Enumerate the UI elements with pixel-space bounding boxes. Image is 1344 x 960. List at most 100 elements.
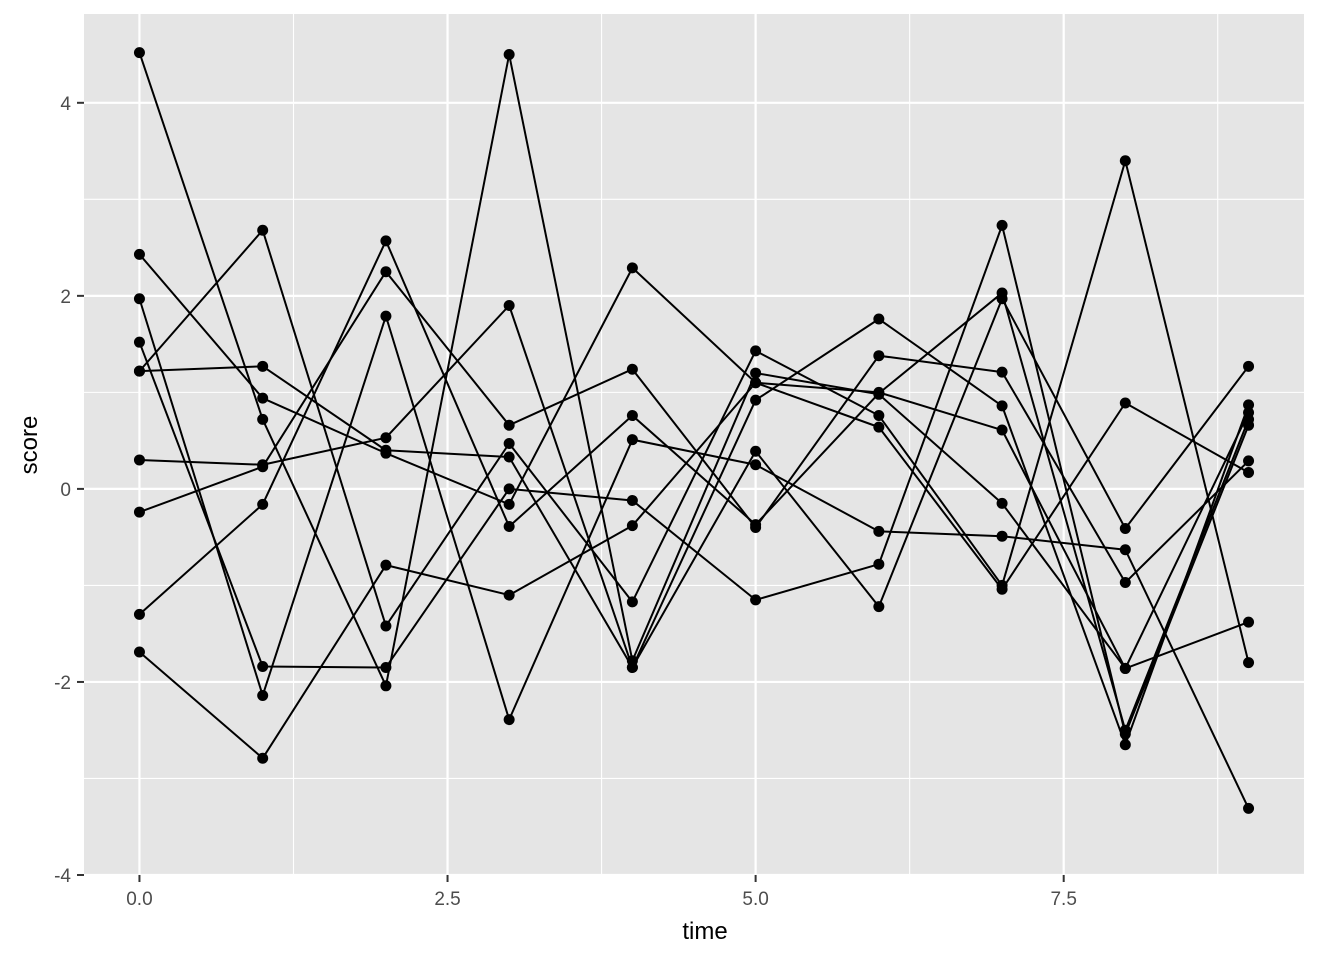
data-point: [626, 410, 638, 422]
data-point: [380, 266, 392, 278]
data-point: [873, 313, 885, 325]
series-line-4: [138, 224, 1250, 736]
data-point: [1243, 657, 1255, 669]
data-point: [133, 454, 145, 466]
y-tick-label: 0: [60, 480, 71, 501]
data-point: [626, 434, 638, 446]
data-point: [750, 394, 762, 406]
series-line-7: [139, 304, 1250, 746]
data-point: [873, 410, 885, 422]
data-point: [380, 680, 392, 692]
data-point: [1119, 544, 1131, 556]
y-tick-label: -2: [54, 673, 71, 694]
data-point: [257, 461, 269, 473]
series-line-6: [139, 297, 1250, 669]
data-point: [380, 235, 392, 247]
data-point: [1119, 739, 1131, 751]
data-point: [133, 365, 145, 377]
data-point: [626, 494, 638, 506]
data-point: [873, 601, 885, 613]
data-point: [873, 421, 885, 433]
data-point: [257, 224, 269, 236]
data-point: [503, 49, 515, 61]
data-point: [1243, 413, 1255, 425]
data-point: [873, 558, 885, 570]
data-point: [750, 367, 762, 379]
data-point: [503, 438, 515, 450]
series-line-5: [138, 159, 1250, 663]
data-point: [996, 497, 1008, 509]
data-point: [1119, 724, 1131, 736]
data-point: [750, 594, 762, 606]
data-point: [996, 366, 1008, 378]
data-point: [133, 293, 145, 305]
data-point: [1243, 802, 1255, 814]
data-point: [1119, 155, 1131, 167]
data-point: [1243, 455, 1255, 467]
x-tick-label: 7.5: [1050, 889, 1076, 910]
series-line-10: [138, 381, 1249, 760]
major-gridlines: [84, 14, 1304, 877]
data-point: [503, 498, 515, 510]
data-point: [133, 336, 145, 348]
series-line-9: [138, 239, 1250, 732]
data-point: [503, 589, 515, 601]
data-point: [873, 525, 885, 537]
data-point: [996, 530, 1008, 542]
data-point: [257, 360, 269, 372]
data-point: [133, 608, 145, 620]
data-point: [626, 596, 638, 608]
data-point: [503, 300, 515, 312]
data-point: [257, 498, 269, 510]
data-point: [380, 559, 392, 571]
series-line-3: [138, 298, 1250, 809]
data-point: [626, 661, 638, 673]
data-point: [257, 413, 269, 425]
data-point: [133, 248, 145, 260]
plot-panel: [84, 14, 1304, 875]
data-point: [380, 310, 392, 322]
data-point: [380, 444, 392, 456]
data-point: [1243, 616, 1255, 628]
x-axis-title: time: [682, 918, 727, 945]
data-point: [1119, 662, 1131, 674]
data-point: [380, 432, 392, 444]
data-point: [133, 506, 145, 518]
y-tick-label: -4: [54, 866, 71, 887]
x-tick-label: 5.0: [742, 889, 768, 910]
data-point: [1243, 466, 1255, 478]
data-point: [257, 689, 269, 701]
data-point: [873, 386, 885, 398]
data-point: [503, 451, 515, 463]
data-point: [996, 579, 1008, 591]
data-point: [503, 521, 515, 533]
data-point: [257, 752, 269, 764]
data-point: [750, 519, 762, 531]
data-point: [873, 350, 885, 362]
y-tick-label: 2: [60, 287, 71, 308]
x-tick-label: 0.0: [126, 889, 152, 910]
series-line-8: [139, 270, 1250, 584]
data-point: [626, 520, 638, 532]
y-axis-title: score: [16, 416, 43, 475]
data-point: [503, 419, 515, 431]
y-tick-label: 4: [60, 94, 71, 115]
data-point: [380, 661, 392, 673]
data-point: [1243, 399, 1255, 411]
data-point: [380, 620, 392, 632]
data-point: [133, 47, 145, 59]
data-point: [750, 377, 762, 389]
data-point: [257, 661, 269, 673]
data-point: [996, 287, 1008, 299]
series-line-1: [138, 52, 1250, 687]
data-point: [626, 363, 638, 375]
data-point: [503, 714, 515, 726]
data-point: [1119, 397, 1131, 409]
data-point: [750, 459, 762, 471]
x-axis: 0.0 2.5 5.0 7.5: [126, 875, 1077, 910]
data-point: [750, 445, 762, 457]
data-point: [257, 392, 269, 404]
data-point: [996, 424, 1008, 436]
series-lines: [138, 52, 1250, 809]
